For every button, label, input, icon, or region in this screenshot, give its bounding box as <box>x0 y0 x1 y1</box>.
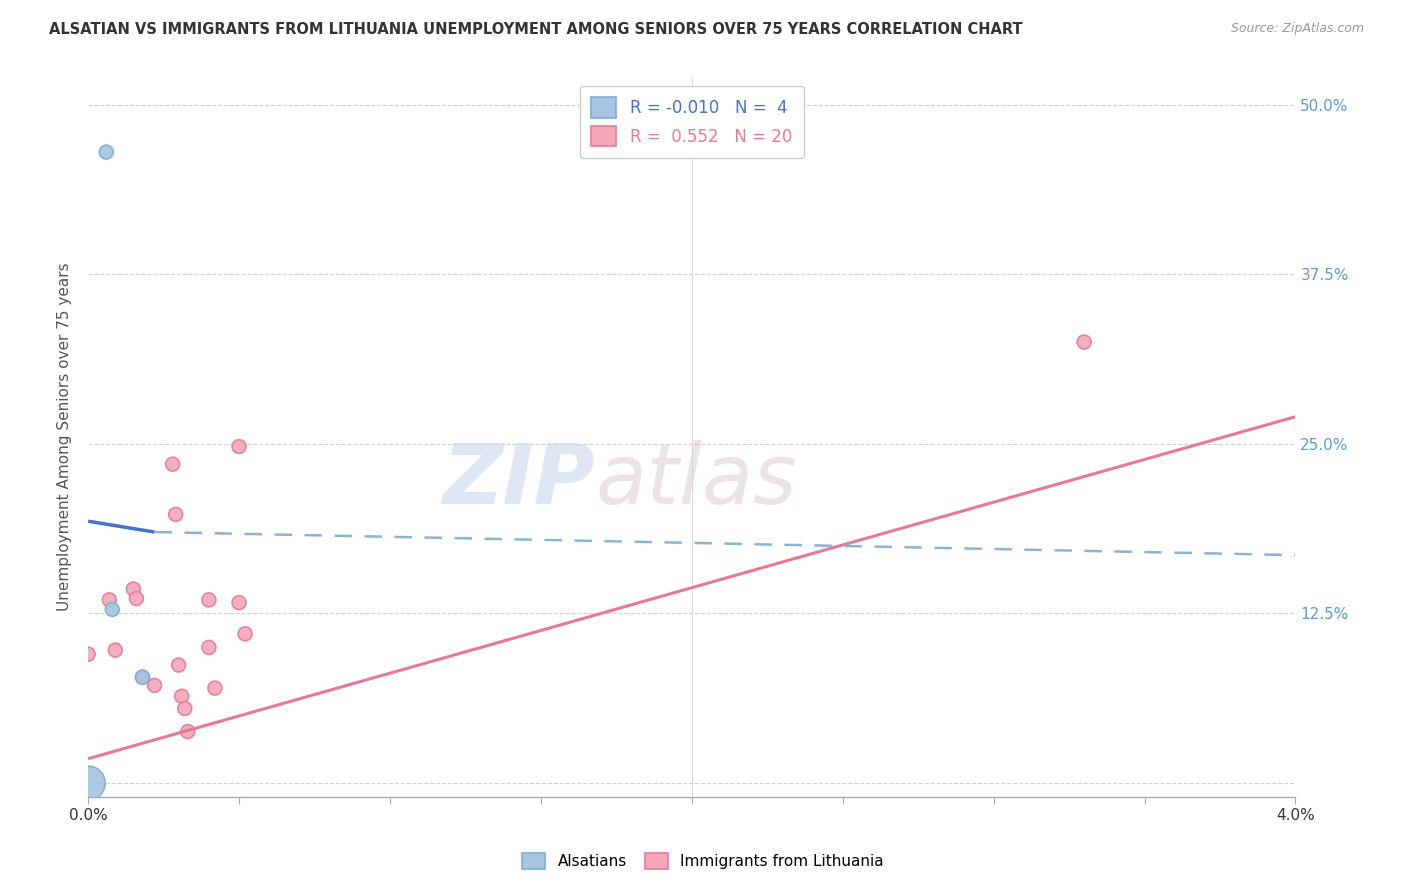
Point <box>122 582 145 596</box>
Point <box>125 591 148 606</box>
Point <box>101 602 124 616</box>
Text: Source: ZipAtlas.com: Source: ZipAtlas.com <box>1230 22 1364 36</box>
Point <box>228 596 250 610</box>
Point <box>96 145 118 159</box>
Point <box>167 658 190 673</box>
Point <box>143 678 166 692</box>
Legend: R = -0.010   N =  4, R =  0.552   N = 20: R = -0.010 N = 4, R = 0.552 N = 20 <box>579 86 804 158</box>
Text: ZIP: ZIP <box>443 440 595 521</box>
Point <box>228 440 250 454</box>
Legend: Alsatians, Immigrants from Lithuania: Alsatians, Immigrants from Lithuania <box>516 847 890 875</box>
Point <box>98 593 121 607</box>
Point <box>198 593 221 607</box>
Y-axis label: Unemployment Among Seniors over 75 years: Unemployment Among Seniors over 75 years <box>58 263 72 611</box>
Point <box>77 776 100 790</box>
Point <box>131 670 153 684</box>
Point <box>131 670 153 684</box>
Point <box>177 724 200 739</box>
Point <box>233 627 256 641</box>
Point <box>204 681 226 695</box>
Point <box>104 643 127 657</box>
Text: ALSATIAN VS IMMIGRANTS FROM LITHUANIA UNEMPLOYMENT AMONG SENIORS OVER 75 YEARS C: ALSATIAN VS IMMIGRANTS FROM LITHUANIA UN… <box>49 22 1022 37</box>
Point <box>170 690 193 704</box>
Point <box>173 701 195 715</box>
Point <box>1073 334 1095 349</box>
Point <box>77 647 100 661</box>
Text: atlas: atlas <box>595 440 797 521</box>
Point <box>198 640 221 655</box>
Point <box>165 508 187 522</box>
Point <box>162 457 184 471</box>
